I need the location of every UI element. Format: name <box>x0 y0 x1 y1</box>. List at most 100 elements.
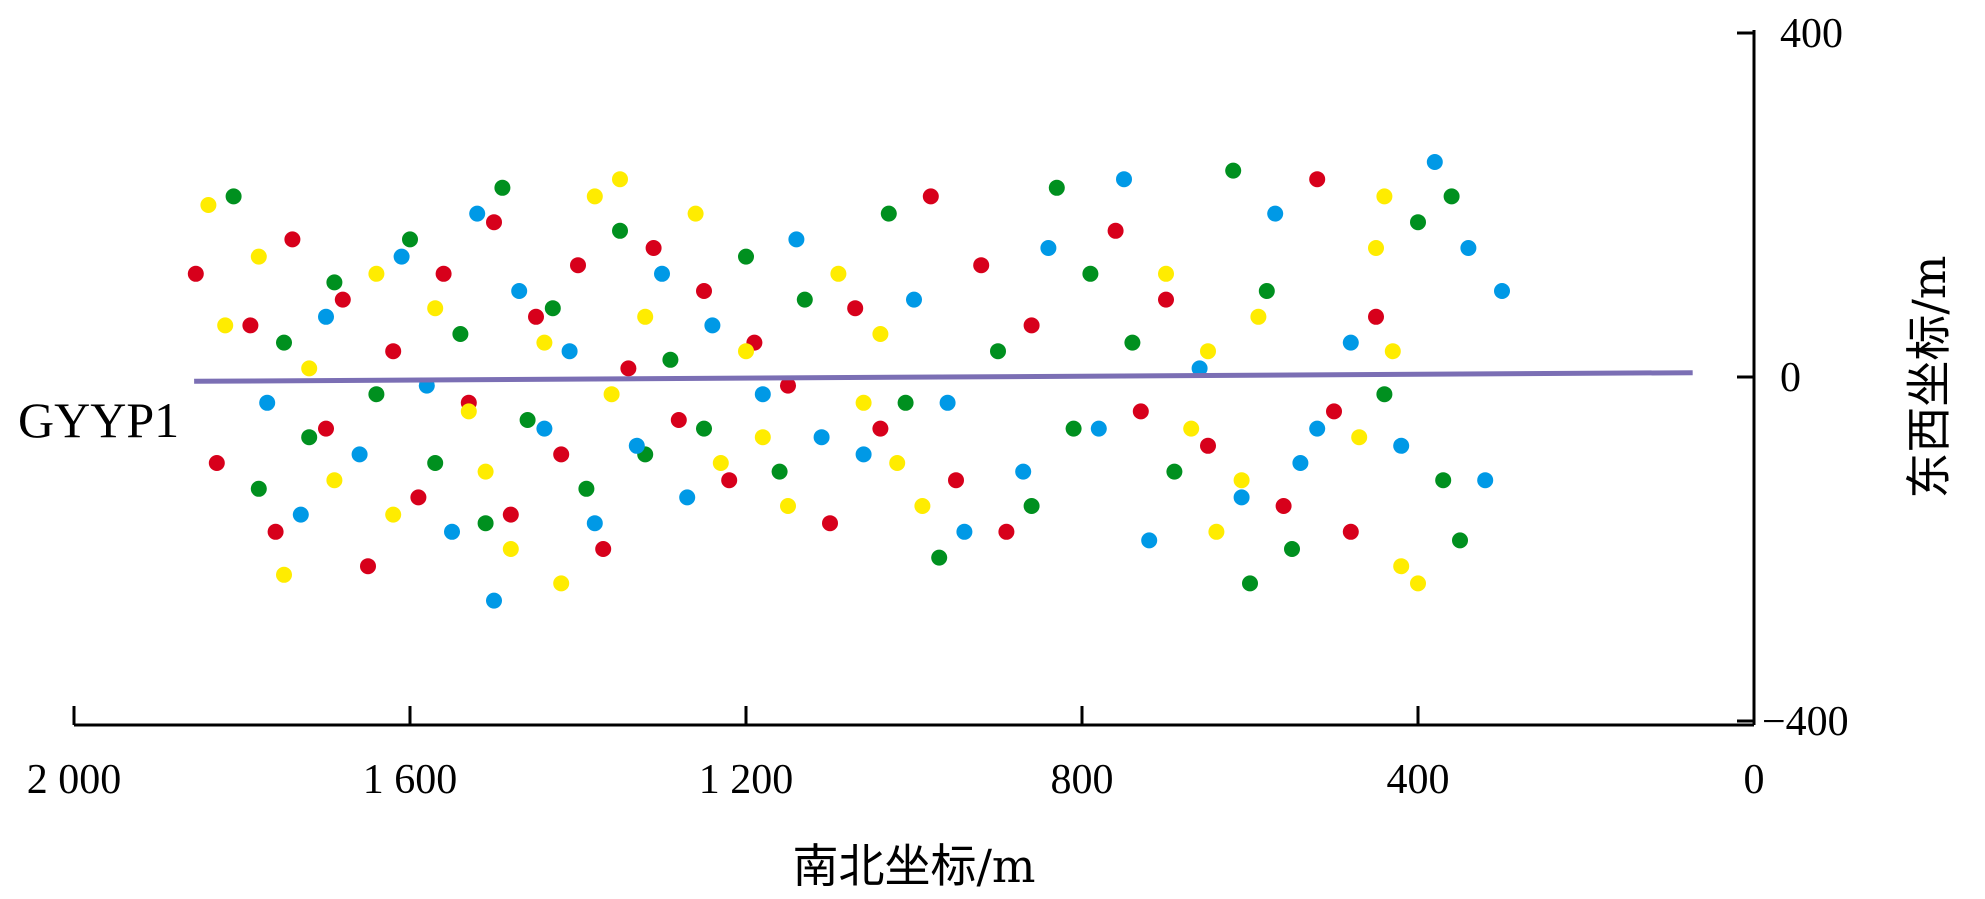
data-point-yellow <box>217 317 234 334</box>
data-point-red <box>570 257 586 274</box>
data-point-yellow <box>889 455 906 471</box>
data-point-red <box>822 515 838 532</box>
data-point-red <box>410 489 427 506</box>
data-point-blue <box>906 291 922 308</box>
data-point-blue <box>561 343 578 360</box>
data-point-green <box>1242 575 1258 592</box>
y-tick-label: 400 <box>1780 11 1843 57</box>
data-point-blue <box>536 420 553 437</box>
data-point-green <box>519 412 536 428</box>
y-axis-title: 东西坐标/m <box>1902 255 1956 498</box>
data-point-green <box>250 480 267 497</box>
data-point-yellow <box>301 360 318 377</box>
data-point-green <box>662 351 679 368</box>
data-point-green <box>1435 472 1452 489</box>
data-point-blue <box>393 248 410 265</box>
data-point-red <box>1107 222 1124 239</box>
data-point-yellow <box>460 403 477 420</box>
data-point-yellow <box>250 248 267 265</box>
data-point-red <box>208 455 225 471</box>
data-point-yellow <box>1393 558 1410 575</box>
data-point-yellow <box>553 575 570 592</box>
data-point-blue <box>486 592 502 609</box>
data-point-yellow <box>687 205 704 222</box>
data-point-green <box>880 205 897 222</box>
data-point-green <box>1166 463 1183 480</box>
data-point-red <box>1158 291 1174 308</box>
data-point-yellow <box>1158 265 1174 282</box>
data-point-green <box>452 326 469 342</box>
data-point-yellow <box>276 566 292 583</box>
data-point-red <box>1309 171 1326 188</box>
data-point-yellow <box>1368 240 1384 256</box>
data-point-green <box>612 222 628 239</box>
data-point-blue <box>1040 240 1057 256</box>
data-point-green <box>1048 179 1065 196</box>
data-point-blue <box>469 205 486 222</box>
data-point-yellow <box>914 498 931 514</box>
data-point-red <box>318 420 334 437</box>
data-point-green <box>1376 386 1393 403</box>
data-point-blue <box>586 515 603 532</box>
data-point-blue <box>511 283 528 299</box>
data-point-blue <box>259 394 276 411</box>
data-point-red <box>1368 308 1384 325</box>
x-tick-label: 2 000 <box>27 757 122 803</box>
data-point-blue <box>1015 463 1032 480</box>
data-point-yellow <box>1384 343 1401 360</box>
well-label: GYYP1 <box>18 392 179 448</box>
data-point-red <box>595 541 612 557</box>
data-point-blue <box>1477 472 1494 489</box>
data-point-blue <box>1141 532 1158 549</box>
data-point-green <box>402 231 418 248</box>
data-point-yellow <box>872 326 889 342</box>
data-point-red <box>360 558 376 575</box>
data-point-blue <box>1426 154 1443 170</box>
data-point-yellow <box>855 394 872 411</box>
data-point-red <box>998 523 1015 540</box>
data-point-red <box>1200 437 1216 454</box>
data-points <box>187 154 1510 609</box>
data-point-green <box>368 386 385 403</box>
data-point-yellow <box>200 197 217 213</box>
data-point-blue <box>1494 283 1510 299</box>
data-point-blue <box>1090 420 1107 437</box>
data-point-green <box>1023 498 1040 514</box>
data-point-green <box>897 394 914 411</box>
data-point-green <box>1443 188 1460 205</box>
data-point-blue <box>351 446 368 463</box>
data-point-blue <box>855 446 872 463</box>
data-point-green <box>326 274 343 291</box>
data-point-green <box>427 455 444 471</box>
data-point-red <box>721 472 738 489</box>
data-point-red <box>1342 523 1359 540</box>
data-point-red <box>267 523 284 540</box>
data-point-blue <box>1309 420 1326 437</box>
data-point-yellow <box>754 429 771 446</box>
data-point-red <box>973 257 990 274</box>
x-tick-label: 400 <box>1387 757 1450 803</box>
data-point-green <box>771 463 788 480</box>
data-point-green <box>1410 214 1426 231</box>
data-point-blue <box>1116 171 1132 188</box>
data-point-green <box>1452 532 1468 549</box>
data-point-yellow <box>637 308 654 325</box>
data-point-red <box>780 377 796 394</box>
data-point-red <box>435 265 452 282</box>
data-point-green <box>276 334 292 351</box>
well-trajectory-line <box>194 370 1693 384</box>
data-point-green <box>1124 334 1141 351</box>
data-point-red <box>847 300 864 317</box>
data-point-blue <box>813 429 830 446</box>
data-point-yellow <box>586 188 603 205</box>
data-point-blue <box>628 437 645 454</box>
data-point-red <box>645 240 662 256</box>
data-point-yellow <box>326 472 343 489</box>
data-point-red <box>385 343 402 360</box>
data-point-green <box>931 549 948 566</box>
data-point-blue <box>788 231 805 248</box>
data-point-red <box>502 506 519 523</box>
data-point-blue <box>956 523 973 540</box>
data-point-green <box>578 480 595 497</box>
